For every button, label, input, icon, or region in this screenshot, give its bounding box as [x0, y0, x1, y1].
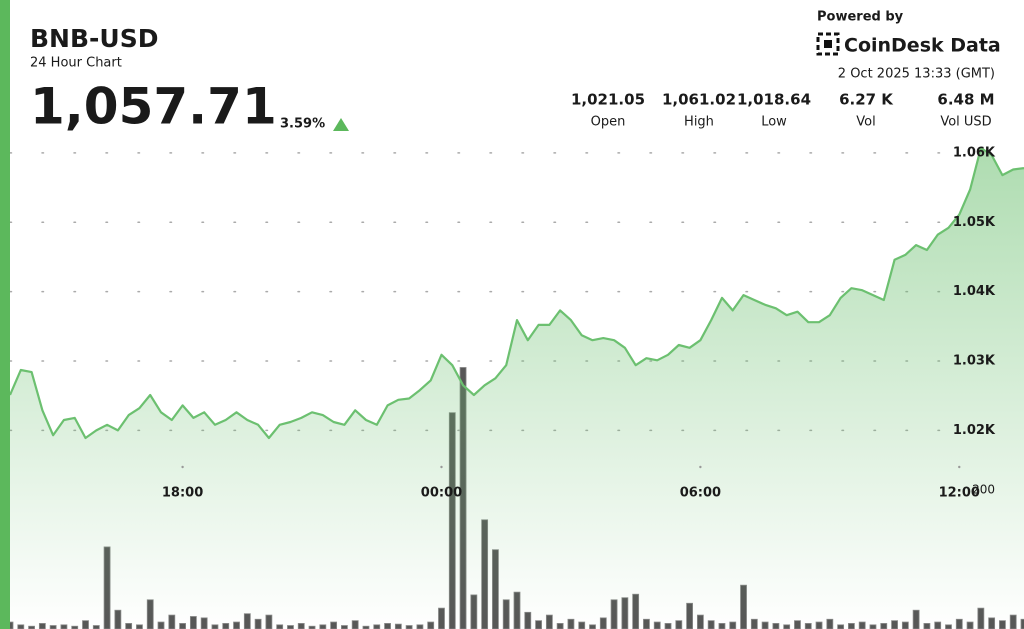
- stat-label: Vol: [856, 115, 875, 130]
- y-tick-label: 1.06K: [953, 145, 996, 160]
- y-tick-label: 1.04K: [953, 284, 996, 299]
- stats: 1,021.05 Open 1,061.02 High 1,018.64 Low 6.27 …: [571, 91, 995, 130]
- brand-logo: [816, 32, 840, 56]
- x-tick-mark: [699, 465, 702, 469]
- stat-value: 1,018.64: [737, 91, 811, 109]
- x-tick-mark: [181, 465, 184, 469]
- subtitle: 24 Hour Chart: [30, 56, 122, 71]
- stat-label: Vol USD: [940, 115, 991, 130]
- x-tick-mark: [440, 465, 443, 469]
- price-area: [10, 148, 1024, 629]
- brand: CoinDesk Data: [844, 35, 1001, 57]
- stat-label: High: [684, 115, 714, 130]
- up-arrow: [333, 118, 349, 131]
- price: 1,057.71: [30, 78, 277, 136]
- stat-value: 6.27 K: [839, 91, 894, 109]
- y-tick-label: 1.05K: [953, 215, 996, 230]
- stat-label: Low: [761, 115, 787, 130]
- price-line: [10, 146, 1024, 440]
- stat-value: 6.48 M: [937, 91, 994, 109]
- stat-label: Open: [591, 115, 626, 130]
- powered-by: Powered by: [817, 10, 904, 25]
- y-tick-label: 1.02K: [953, 423, 996, 438]
- x-tick-label: 00:00: [421, 486, 462, 501]
- x-tick-label: 18:00: [162, 486, 203, 501]
- plot: [10, 146, 1024, 629]
- change: 3.59%: [280, 117, 325, 132]
- accent-strip: [0, 0, 10, 629]
- symbol: BNB-USD: [30, 24, 158, 53]
- x-tick-label: 12:00: [939, 486, 980, 501]
- stat-value: 1,021.05: [571, 91, 645, 109]
- x-tick-label: 06:00: [680, 486, 721, 501]
- volume-tick-label: 200: [972, 482, 995, 496]
- x-tick-mark: [958, 465, 961, 469]
- y-tick-label: 1.03K: [953, 354, 996, 369]
- stat-value: 1,061.02: [662, 91, 736, 109]
- timestamp: 2 Oct 2025 13:33 (GMT): [838, 67, 995, 82]
